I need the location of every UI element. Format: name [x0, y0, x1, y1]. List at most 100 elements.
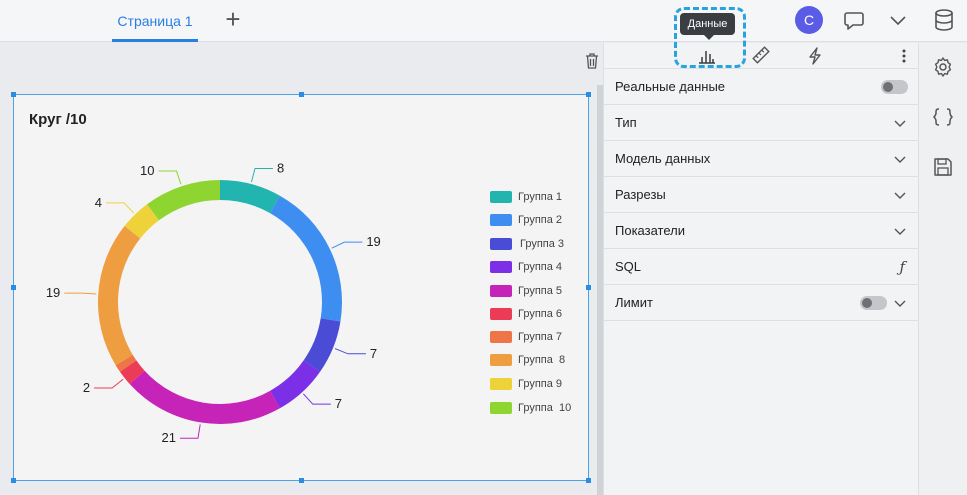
real-data-toggle[interactable]: [881, 80, 908, 94]
code-braces-icon[interactable]: [931, 105, 955, 129]
panel-tabs: [604, 43, 919, 69]
save-icon[interactable]: [931, 155, 955, 179]
legend-swatch: [490, 331, 512, 343]
right-toolbar: [918, 43, 967, 495]
legend-item[interactable]: Группа 2: [490, 214, 562, 226]
trash-icon[interactable]: [583, 52, 601, 70]
donut-slice[interactable]: [270, 195, 342, 322]
label-leader-line: [105, 202, 135, 214]
donut-slice[interactable]: [129, 370, 280, 425]
legend-swatch: [490, 285, 512, 297]
legend-item[interactable]: Группа 7: [490, 331, 562, 343]
legend-item[interactable]: Группа 9: [490, 378, 562, 390]
sql-section[interactable]: SQL ƒ: [604, 249, 919, 285]
chevron-down-icon: [894, 120, 906, 127]
tab-lightning-icon[interactable]: [805, 46, 825, 66]
data-label: 10: [140, 163, 154, 178]
donut-slice[interactable]: [220, 180, 280, 214]
data-label: 2: [83, 380, 90, 395]
slices-label: Разрезы: [615, 187, 666, 202]
real-data-label: Реальные данные: [615, 79, 726, 94]
legend-item[interactable]: Группа 5: [490, 285, 562, 297]
slices-section[interactable]: Разрезы: [604, 177, 919, 213]
resize-handle[interactable]: [11, 92, 16, 97]
chevron-down-icon[interactable]: [886, 8, 910, 32]
legend-label: Группа 3: [520, 238, 565, 250]
resize-handle[interactable]: [11, 478, 16, 483]
donut-slice[interactable]: [124, 204, 159, 239]
gear-icon[interactable]: [931, 55, 955, 79]
legend-item[interactable]: Группа 4: [490, 261, 562, 273]
legend-item[interactable]: Группа 8: [490, 354, 565, 366]
sql-label: SQL: [615, 259, 642, 274]
data-label: 8: [277, 161, 284, 176]
comment-icon[interactable]: [842, 8, 866, 32]
legend-item[interactable]: Группа 3: [490, 238, 564, 250]
resize-handle[interactable]: [11, 285, 16, 290]
limit-section[interactable]: Лимит: [604, 285, 919, 321]
legend-item[interactable]: Группа 6: [490, 308, 562, 320]
legend-label: Группа 9: [518, 378, 563, 390]
legend-swatch: [490, 214, 512, 226]
label-leader-line: [94, 378, 124, 389]
donut-slice[interactable]: [303, 318, 341, 372]
donut-chart: 8 19 7 7 21 2 19 4 10: [46, 161, 381, 446]
chevron-down-icon: [894, 228, 906, 235]
data-label: 19: [366, 234, 380, 249]
legend-item[interactable]: Группа 10: [490, 402, 571, 414]
legend-swatch: [490, 378, 512, 390]
legend-swatch: [490, 402, 512, 414]
tab-ruler-icon[interactable]: [751, 45, 771, 65]
donut-slice[interactable]: [119, 360, 145, 385]
data-model-section[interactable]: Модель данных: [604, 141, 919, 177]
legend-swatch: [490, 238, 512, 250]
legend-label: Группа 10: [518, 402, 572, 414]
tab-page-1[interactable]: Страница 1: [117, 13, 193, 29]
resize-handle[interactable]: [586, 92, 591, 97]
data-label: 7: [370, 346, 377, 361]
tooltip: Данные: [680, 13, 735, 40]
limit-toggle[interactable]: [860, 296, 887, 310]
resize-handle[interactable]: [586, 478, 591, 483]
tab-data-bar-chart-icon[interactable]: [697, 46, 717, 66]
data-label: 21: [162, 430, 176, 445]
legend-swatch: [490, 261, 512, 273]
data-model-label: Модель данных: [615, 151, 711, 166]
canvas-scrollbar[interactable]: [597, 85, 603, 495]
data-label: 4: [95, 195, 102, 210]
focus-highlight: [674, 7, 746, 68]
label-leader-line: [334, 348, 366, 355]
resize-handle[interactable]: [586, 285, 591, 290]
type-label: Тип: [615, 115, 637, 130]
label-leader-line: [250, 168, 274, 183]
legend-swatch: [490, 191, 512, 203]
more-options-icon[interactable]: [897, 46, 911, 66]
indicators-section[interactable]: Показатели: [604, 213, 919, 249]
avatar[interactable]: С: [795, 6, 823, 34]
legend-item[interactable]: Группа 1: [490, 191, 562, 203]
data-label: 19: [46, 285, 60, 300]
legend-label: Группа 5: [518, 285, 563, 297]
active-tab-indicator: [112, 39, 198, 42]
legend-label: Группа 7: [518, 331, 563, 343]
add-page-button[interactable]: +: [225, 4, 241, 34]
donut-slice[interactable]: [270, 360, 321, 409]
legend-label: Группа 8: [518, 354, 566, 366]
real-data-row: Реальные данные: [604, 69, 919, 105]
limit-label: Лимит: [615, 295, 653, 310]
legend-label: Группа 1: [518, 191, 563, 203]
donut-slice[interactable]: [97, 225, 141, 366]
resize-handle[interactable]: [299, 92, 304, 97]
settings-panel: Реальные данные Тип Модель данных Разрез…: [603, 43, 919, 495]
function-icon[interactable]: ƒ: [899, 258, 905, 276]
legend-label: Группа 4: [518, 261, 563, 273]
chevron-down-icon: [894, 192, 906, 199]
chart-title: Круг /10: [29, 111, 87, 128]
chevron-down-icon: [894, 300, 906, 307]
resize-handle[interactable]: [299, 478, 304, 483]
donut-slice[interactable]: [147, 180, 220, 221]
label-leader-line: [158, 170, 182, 185]
database-icon[interactable]: [931, 7, 957, 33]
type-section[interactable]: Тип: [604, 105, 919, 141]
donut-slice[interactable]: [115, 354, 137, 372]
